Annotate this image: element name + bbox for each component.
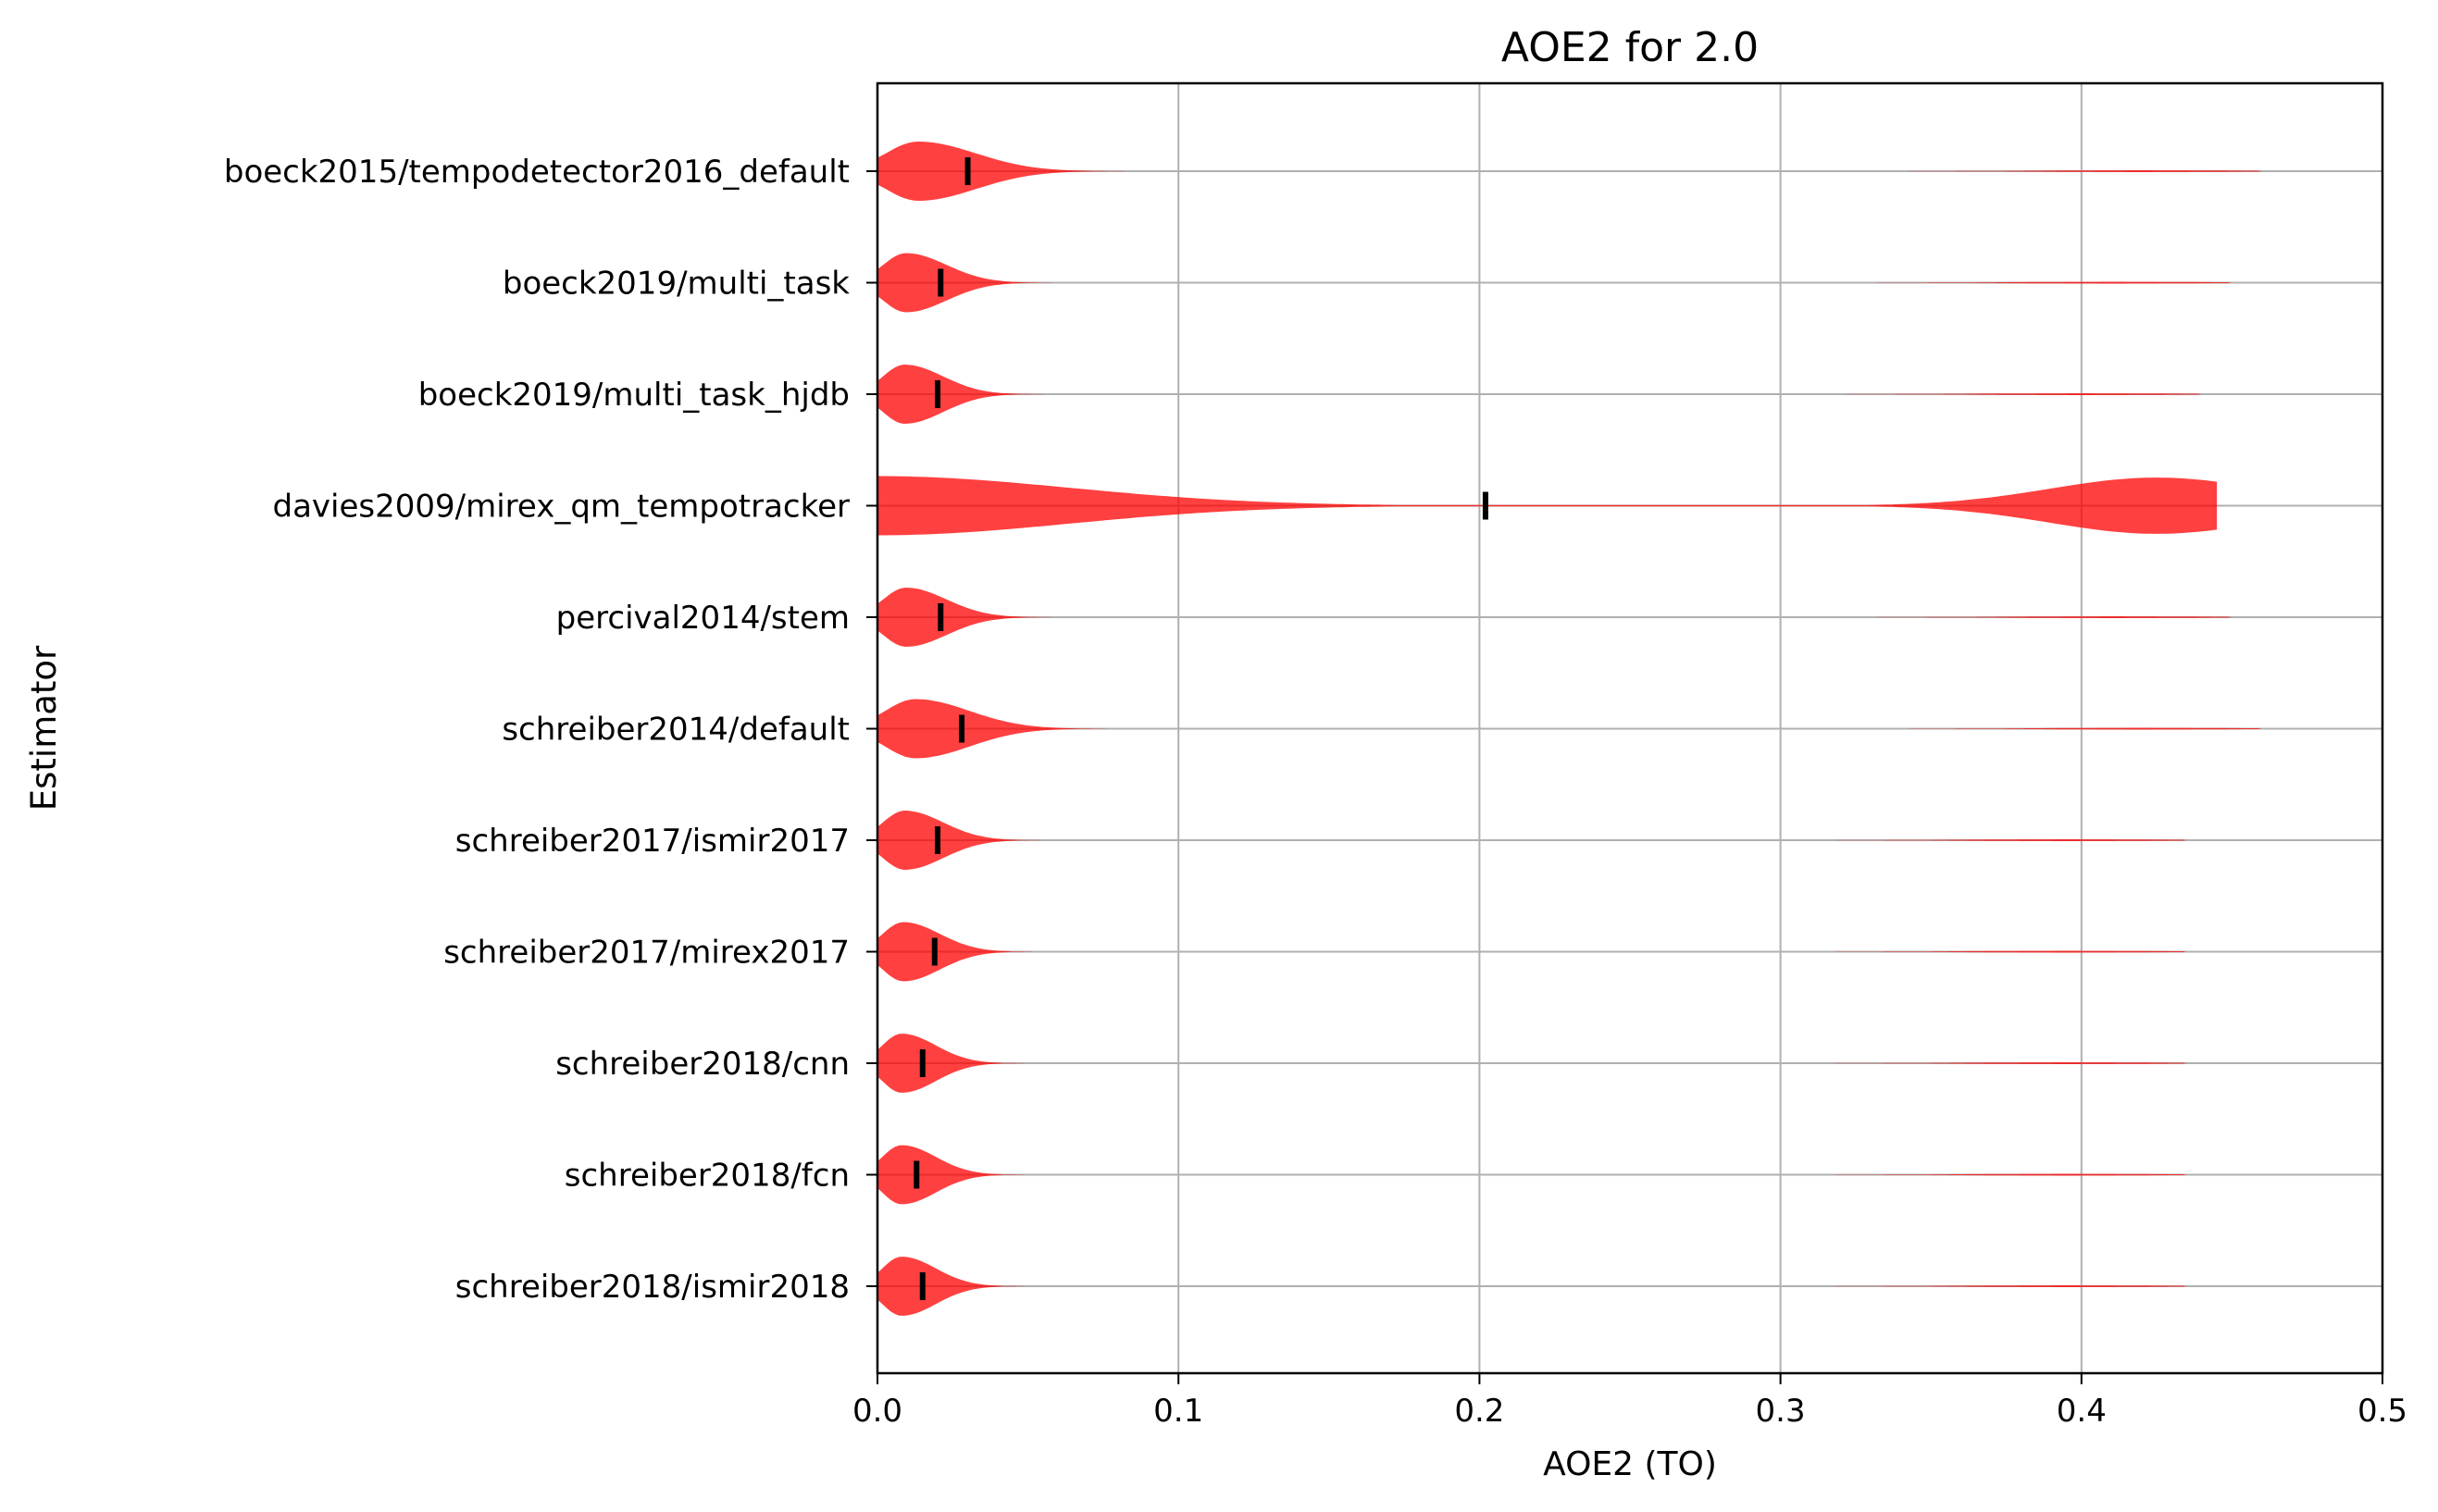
y-tick-label: schreiber2017/ismir2017	[455, 823, 850, 860]
y-tick-label: schreiber2018/ismir2018	[455, 1269, 850, 1306]
x-tick-label: 0.4	[2057, 1393, 2107, 1430]
y-tick-label: boeck2015/tempodetector2016_default	[224, 154, 850, 191]
violin-body	[877, 588, 2233, 647]
violin-body	[877, 1257, 2187, 1316]
median-markers	[914, 157, 1488, 1300]
y-tick-label: schreiber2018/cnn	[555, 1046, 850, 1083]
y-tick-label: davies2009/mirex_qm_tempotracker	[272, 489, 850, 526]
x-tick-label: 0.3	[1756, 1393, 1806, 1430]
y-tick-label: schreiber2017/mirex2017	[443, 935, 850, 972]
violin-body	[877, 365, 2202, 424]
x-axis-label: AOE2 (TO)	[1543, 1445, 1717, 1483]
violin-body	[877, 1034, 2187, 1093]
violin-body	[877, 922, 2187, 982]
violins	[877, 142, 2262, 1316]
y-tick-label: schreiber2018/fcn	[565, 1158, 850, 1195]
x-tick-label: 0.2	[1454, 1393, 1504, 1430]
y-tick-label: boeck2019/multi_task	[503, 266, 850, 303]
x-axis-ticks: 0.0 0.1 0.2 0.3 0.4 0.5	[852, 1373, 2407, 1430]
violin-body	[877, 476, 2218, 536]
y-axis-label: Estimator	[24, 645, 64, 811]
violin-body	[877, 142, 2262, 201]
violin-body	[877, 811, 2187, 870]
chart-title: AOE2 for 2.0	[1501, 24, 1759, 71]
y-tick-label: schreiber2014/default	[502, 712, 850, 749]
violin-body	[877, 1145, 2187, 1205]
x-tick-label: 0.0	[852, 1393, 902, 1430]
violin-body	[877, 253, 2233, 313]
violin-body	[877, 699, 2262, 759]
y-axis-ticks: boeck2015/tempodetector2016_defaultboeck…	[224, 154, 877, 1306]
x-tick-label: 0.5	[2357, 1393, 2407, 1430]
x-tick-label: 0.1	[1153, 1393, 1203, 1430]
y-tick-label: boeck2019/multi_task_hjdb	[418, 377, 850, 414]
y-tick-label: percival2014/stem	[556, 600, 850, 637]
